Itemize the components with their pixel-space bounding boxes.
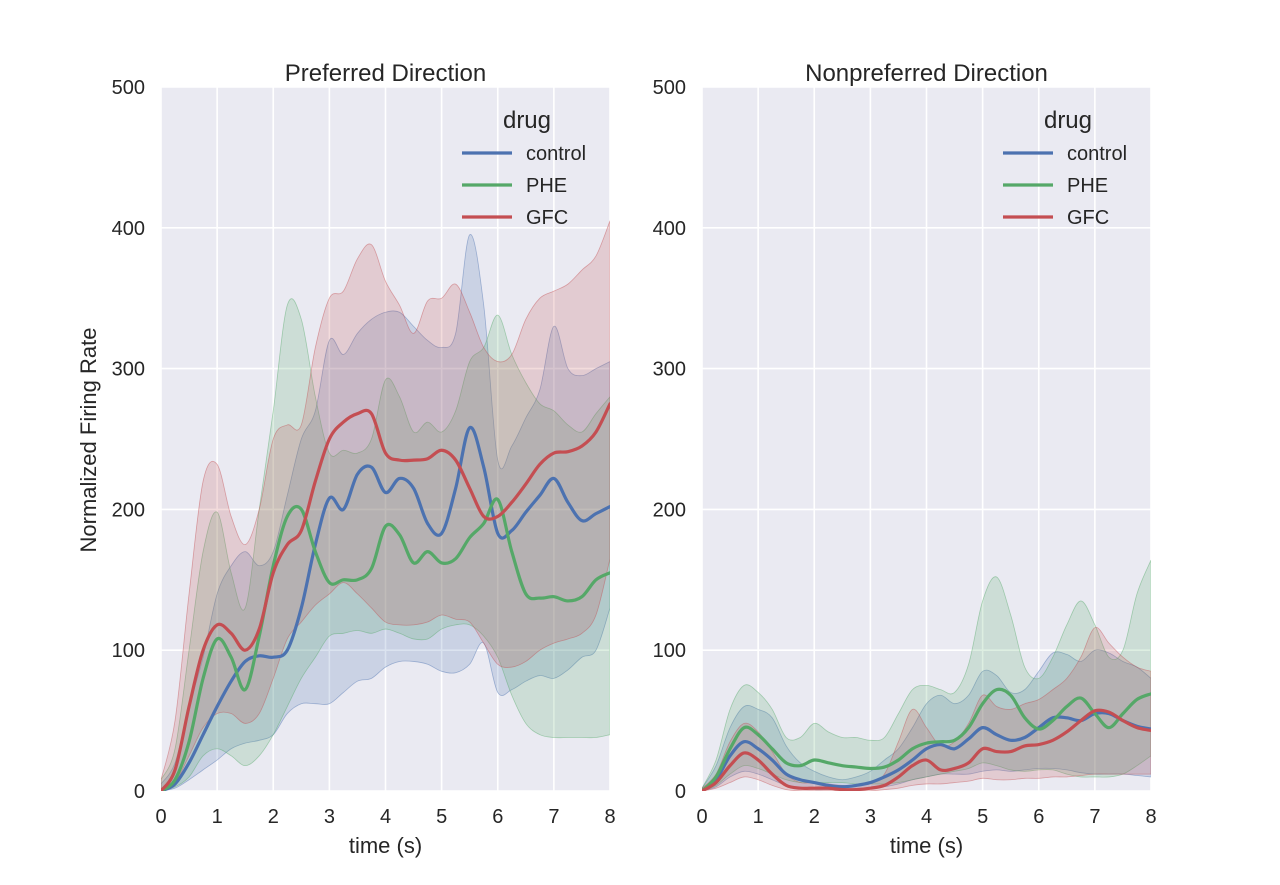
chart-panel-nonpreferred: Nonpreferred Direction 0 1 2 3 4 5 6 7 8 0 100 200 30… (653, 60, 1157, 858)
y-tick-label: 0 (134, 781, 145, 803)
x-axis-label: time (s) (349, 833, 422, 858)
y-tick-label: 400 (653, 218, 686, 240)
x-tick-label: 8 (604, 806, 615, 828)
y-tick-label: 300 (112, 359, 145, 381)
band-phe (702, 559, 1151, 791)
line-gfc (161, 402, 610, 791)
y-tick-label: 400 (112, 218, 145, 240)
legend-label-gfc: GFC (1067, 207, 1109, 229)
x-tick-label: 6 (1033, 806, 1044, 828)
x-tick-label: 8 (1145, 806, 1156, 828)
y-tick-label: 300 (653, 359, 686, 381)
x-tick-label: 0 (696, 806, 707, 828)
line-phe (161, 497, 610, 791)
line-control (702, 711, 1151, 791)
x-tick-label: 3 (324, 806, 335, 828)
x-tick-label: 7 (1089, 806, 1100, 828)
x-tick-label: 2 (268, 806, 279, 828)
x-tick-label: 7 (548, 806, 559, 828)
x-tick-label: 1 (212, 806, 223, 828)
series-group (702, 559, 1151, 791)
x-tick-label: 4 (921, 806, 932, 828)
legend: drug control PHE GFC (1003, 107, 1127, 229)
legend-title: drug (1044, 107, 1092, 134)
x-tick-label: 6 (492, 806, 503, 828)
x-tick-label: 3 (865, 806, 876, 828)
x-tick-label: 1 (753, 806, 764, 828)
chart-title: Preferred Direction (285, 60, 486, 87)
y-tick-label: 0 (675, 781, 686, 803)
chart-panel-preferred: Preferred Direction 0 1 2 3 4 5 6 7 8 0 100 200 300 40… (112, 60, 616, 858)
y-tick-label: 500 (112, 77, 145, 99)
y-axis-label: Normalized Firing Rate (76, 328, 101, 553)
legend: drug control PHE GFC (462, 107, 586, 229)
legend-label-phe: PHE (526, 175, 567, 197)
y-tick-label: 100 (112, 640, 145, 662)
x-tick-label: 5 (977, 806, 988, 828)
band-phe (161, 298, 610, 791)
line-phe (702, 687, 1151, 791)
x-tick-label: 2 (809, 806, 820, 828)
y-tick-label: 200 (653, 499, 686, 521)
band-control (161, 234, 610, 791)
x-tick-label: 5 (436, 806, 447, 828)
chart-title: Nonpreferred Direction (805, 60, 1048, 87)
y-tick-label: 500 (653, 77, 686, 99)
line-gfc (702, 708, 1151, 791)
x-axis-label: time (s) (890, 833, 963, 858)
legend-label-control: control (526, 143, 586, 165)
legend-label-gfc: GFC (526, 207, 568, 229)
series-group (161, 220, 610, 791)
x-tick-label: 4 (380, 806, 391, 828)
legend-label-phe: PHE (1067, 175, 1108, 197)
legend-label-control: control (1067, 143, 1127, 165)
y-tick-label: 200 (112, 499, 145, 521)
band-gfc (161, 220, 610, 791)
legend-title: drug (503, 107, 551, 134)
x-tick-label: 0 (155, 806, 166, 828)
y-tick-label: 100 (653, 640, 686, 662)
